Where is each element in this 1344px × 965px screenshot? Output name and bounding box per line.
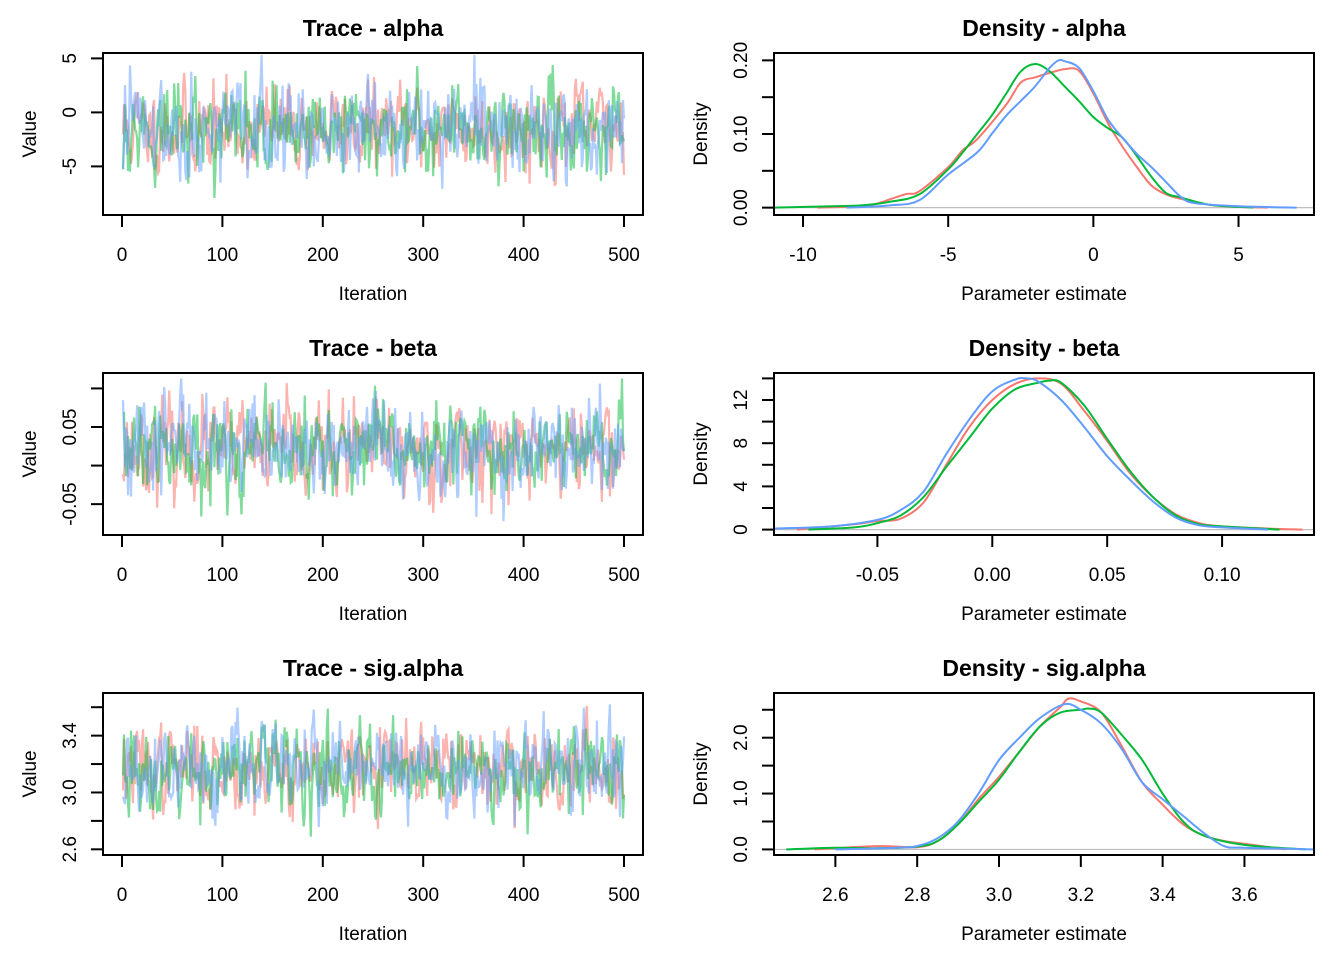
density-sig-alpha-title: Density - sig.alpha bbox=[942, 655, 1145, 681]
density-sig-alpha-y-tick-label: 2.0 bbox=[731, 724, 752, 750]
trace-beta-x-tick-label: 100 bbox=[207, 565, 239, 586]
trace-alpha-y-tick-label: -5 bbox=[60, 158, 81, 175]
trace-beta-plot-area bbox=[121, 378, 626, 522]
density-sig-alpha-y-axis-label: Density bbox=[691, 742, 712, 806]
density-beta-x-tick-label: 0.10 bbox=[1204, 565, 1241, 586]
trace-alpha-y-tick-label: 5 bbox=[60, 53, 81, 64]
density-beta-y-tick-label: 0 bbox=[731, 524, 752, 535]
density-beta-chain-3-density bbox=[774, 376, 1269, 531]
trace-alpha-x-tick-label: 100 bbox=[207, 245, 239, 266]
density-sig-alpha-x-tick-label: 3.2 bbox=[1068, 885, 1094, 906]
trace-beta-x-axis-label: Iteration bbox=[339, 604, 408, 625]
trace-sig-alpha-title: Trace - sig.alpha bbox=[283, 655, 463, 681]
trace-beta-panel: Trace - beta 0 100 200 300 400 500 Iteration -0.… bbox=[20, 335, 644, 625]
trace-sig-alpha-panel: Trace - sig.alpha 0 100 200 300 400 500 Iterati… bbox=[20, 655, 644, 945]
trace-sig-alpha-y-tick-label: 2.6 bbox=[60, 836, 81, 862]
density-alpha-panel: Density - alpha -10 -5 0 5 Parameter estimate… bbox=[691, 15, 1315, 305]
density-alpha-x-tick-label: -5 bbox=[940, 245, 957, 266]
trace-sig-alpha-x-tick-label: 400 bbox=[508, 885, 540, 906]
density-alpha-x-tick-label: -10 bbox=[789, 245, 816, 266]
density-alpha-chain-2-density bbox=[774, 62, 1254, 209]
trace-alpha-frame bbox=[102, 52, 644, 216]
trace-beta-x-tick-label: 500 bbox=[608, 565, 640, 586]
density-sig-alpha-frame bbox=[773, 692, 1315, 856]
density-alpha-y-tick-label: 0.10 bbox=[731, 116, 752, 153]
trace-alpha-panel: Trace - alpha 0 100 200 300 400 500 Iteration -5… bbox=[20, 15, 644, 305]
density-beta-y-tick-label: 8 bbox=[731, 438, 752, 449]
density-beta-x-axis-label: Parameter estimate bbox=[961, 604, 1127, 625]
density-sig-alpha-panel: Density - sig.alpha 2.6 2.8 3.0 3.2 3.4 3.6 Par… bbox=[691, 655, 1315, 945]
density-alpha-y-tick-label: 0.20 bbox=[731, 42, 752, 79]
trace-sig-alpha-chain-3-line bbox=[121, 704, 626, 828]
trace-alpha-x-tick-label: 300 bbox=[407, 245, 439, 266]
trace-alpha-x-tick-label: 400 bbox=[508, 245, 540, 266]
density-alpha-y-tick-label: 0.00 bbox=[731, 189, 752, 226]
density-beta-chain-1-density bbox=[796, 377, 1303, 531]
trace-alpha-plot-area bbox=[121, 55, 626, 199]
trace-sig-alpha-plot-area bbox=[121, 704, 626, 837]
density-beta-chain-2-density bbox=[808, 379, 1280, 531]
density-alpha-title: Density - alpha bbox=[962, 15, 1126, 41]
density-beta-y-tick-label: 4 bbox=[731, 481, 752, 492]
trace-sig-alpha-x-tick-label: 500 bbox=[608, 885, 640, 906]
trace-beta-frame bbox=[102, 372, 644, 536]
density-beta-y-axis-label: Density bbox=[691, 422, 712, 486]
trace-sig-alpha-chain-2-line bbox=[121, 708, 626, 837]
density-sig-alpha-x-tick-label: 3.6 bbox=[1231, 885, 1257, 906]
trace-alpha-x-tick-label: 500 bbox=[608, 245, 640, 266]
density-beta-x-tick-label: 0.05 bbox=[1089, 565, 1126, 586]
trace-beta-x-tick-label: 0 bbox=[117, 565, 128, 586]
trace-alpha-y-axis-label: Value bbox=[20, 110, 41, 157]
trace-beta-y-axis-label: Value bbox=[20, 430, 41, 477]
density-beta-title: Density - beta bbox=[969, 335, 1120, 361]
density-beta-y-tick-label: 12 bbox=[731, 389, 752, 410]
density-beta-x-tick-label: -0.05 bbox=[856, 565, 899, 586]
trace-beta-x-tick-label: 400 bbox=[508, 565, 540, 586]
density-beta-plot-area bbox=[774, 376, 1314, 531]
density-sig-alpha-plot-area bbox=[774, 697, 1314, 851]
density-sig-alpha-chain-3-density bbox=[835, 702, 1314, 851]
density-alpha-chain-1-density bbox=[817, 67, 1268, 209]
trace-sig-alpha-x-axis-label: Iteration bbox=[339, 924, 408, 945]
trace-beta-y-tick-label: 0.05 bbox=[60, 409, 81, 446]
density-sig-alpha-chain-2-density bbox=[786, 707, 1306, 851]
density-alpha-plot-area bbox=[774, 58, 1314, 209]
trace-alpha-x-tick-label: 200 bbox=[307, 245, 339, 266]
trace-sig-alpha-y-axis-label: Value bbox=[20, 750, 41, 797]
density-sig-alpha-x-tick-label: 2.8 bbox=[904, 885, 930, 906]
density-alpha-x-tick-label: 0 bbox=[1088, 245, 1099, 266]
trace-sig-alpha-x-tick-label: 0 bbox=[117, 885, 128, 906]
trace-sig-alpha-x-tick-label: 100 bbox=[207, 885, 239, 906]
trace-sig-alpha-frame bbox=[102, 692, 644, 856]
density-alpha-y-axis-label: Density bbox=[691, 102, 712, 166]
density-alpha-x-tick-label: 5 bbox=[1233, 245, 1244, 266]
trace-beta-x-tick-label: 200 bbox=[307, 565, 339, 586]
trace-beta-title: Trace - beta bbox=[309, 335, 437, 361]
trace-sig-alpha-x-tick-label: 200 bbox=[307, 885, 339, 906]
trace-alpha-title: Trace - alpha bbox=[303, 15, 444, 41]
trace-alpha-x-axis-label: Iteration bbox=[339, 284, 408, 305]
trace-sig-alpha-y-tick-label: 3.4 bbox=[60, 722, 81, 749]
trace-beta-x-tick-label: 300 bbox=[407, 565, 439, 586]
density-sig-alpha-x-tick-label: 2.6 bbox=[822, 885, 848, 906]
trace-alpha-x-tick-label: 0 bbox=[117, 245, 128, 266]
density-alpha-chain-3-density bbox=[846, 58, 1297, 209]
trace-sig-alpha-x-tick-label: 300 bbox=[407, 885, 439, 906]
density-beta-panel: Density - beta -0.05 0.00 0.05 0.10 Parameter… bbox=[691, 335, 1315, 625]
density-sig-alpha-x-tick-label: 3.0 bbox=[986, 885, 1012, 906]
density-sig-alpha-y-tick-label: 0.0 bbox=[731, 836, 752, 862]
trace-beta-y-tick-label: -0.05 bbox=[60, 482, 81, 525]
trace-beta-chain-3-line bbox=[121, 378, 625, 522]
density-beta-frame bbox=[773, 372, 1315, 536]
density-beta-x-tick-label: 0.00 bbox=[974, 565, 1011, 586]
density-alpha-x-axis-label: Parameter estimate bbox=[961, 284, 1127, 305]
density-sig-alpha-x-axis-label: Parameter estimate bbox=[961, 924, 1127, 945]
density-sig-alpha-y-tick-label: 1.0 bbox=[731, 780, 752, 806]
trace-sig-alpha-y-tick-label: 3.0 bbox=[60, 779, 81, 805]
trace-alpha-y-tick-label: 0 bbox=[60, 107, 81, 118]
trace-alpha-chain-3-line bbox=[121, 55, 626, 189]
density-sig-alpha-x-tick-label: 3.4 bbox=[1149, 885, 1176, 906]
